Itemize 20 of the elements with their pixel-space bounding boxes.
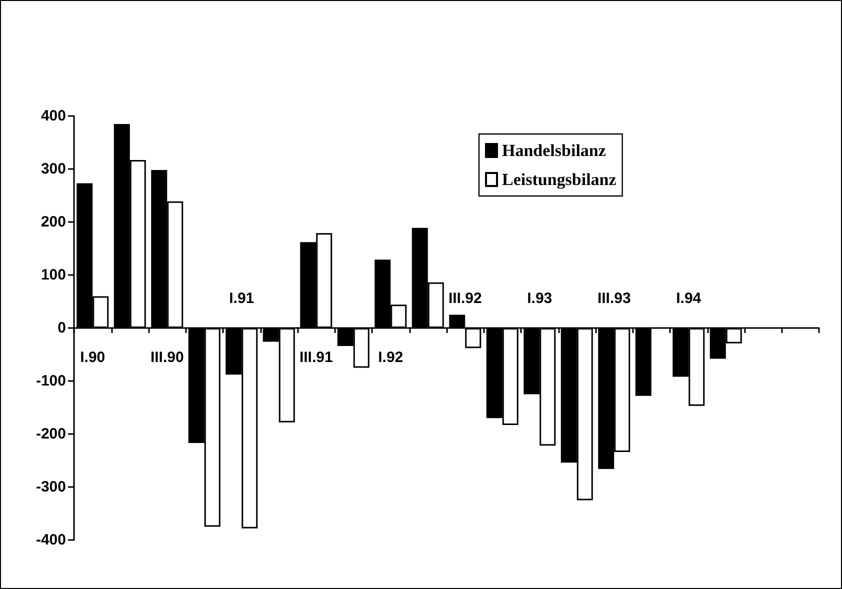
x-tick-label: III.92 [448, 290, 482, 307]
x-tick-label: I.91 [229, 290, 254, 307]
x-tick-label: III.91 [299, 349, 333, 366]
y-tick-label: 0 [58, 320, 66, 336]
x-tick-label: III.93 [597, 290, 631, 307]
y-tick-label: -200 [36, 426, 66, 442]
x-tick-label: I.90 [80, 349, 106, 366]
y-tick-label: -400 [36, 532, 66, 548]
x-tick-label: I.94 [676, 290, 702, 307]
y-tick-label: -300 [36, 478, 66, 496]
legend-label: Handelsbilanz [502, 141, 606, 160]
x-tick-label: I.93 [527, 290, 552, 307]
x-tick-label: III.90 [150, 349, 184, 366]
legend-label: Leistungsbilanz [502, 170, 617, 189]
x-tick-label: I.92 [378, 349, 404, 366]
y-tick-label: 100 [40, 266, 66, 284]
y-tick-label: 300 [40, 160, 66, 178]
y-tick-label: 200 [40, 214, 66, 230]
y-tick-label: 400 [40, 108, 66, 124]
y-tick-label: -100 [36, 372, 66, 390]
